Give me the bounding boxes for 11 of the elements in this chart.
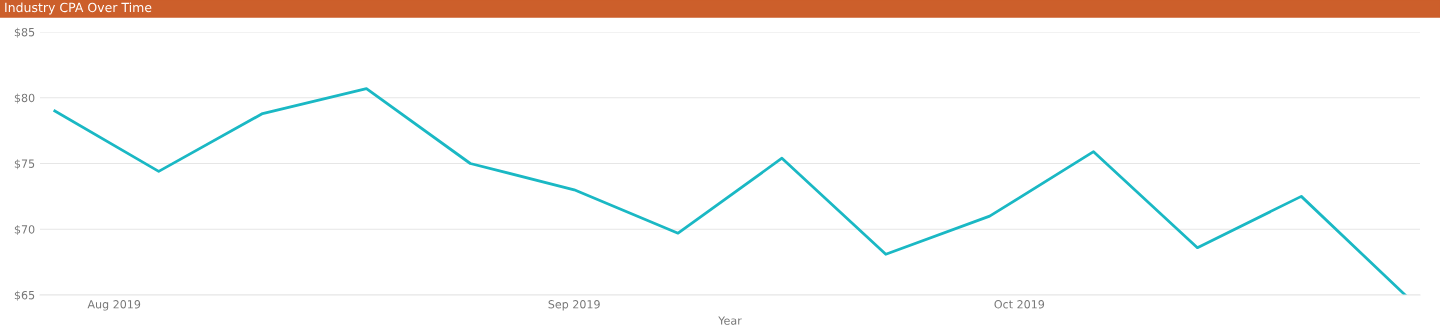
x-axis-title: Year [718, 316, 742, 325]
y-tick-label: $85 [14, 27, 35, 38]
chart-title: Industry CPA Over Time [5, 2, 152, 15]
y-tick-label: $65 [14, 290, 35, 301]
y-tick-label: $80 [14, 93, 35, 104]
x-tick-label: Oct 2019 [994, 300, 1045, 309]
x-tick-label: Sep 2019 [548, 300, 600, 311]
line-series [53, 87, 1407, 295]
y-tick-label: $75 [14, 159, 35, 170]
y-tick-label: $70 [14, 225, 35, 236]
x-tick-label: Aug 2019 [87, 300, 141, 311]
